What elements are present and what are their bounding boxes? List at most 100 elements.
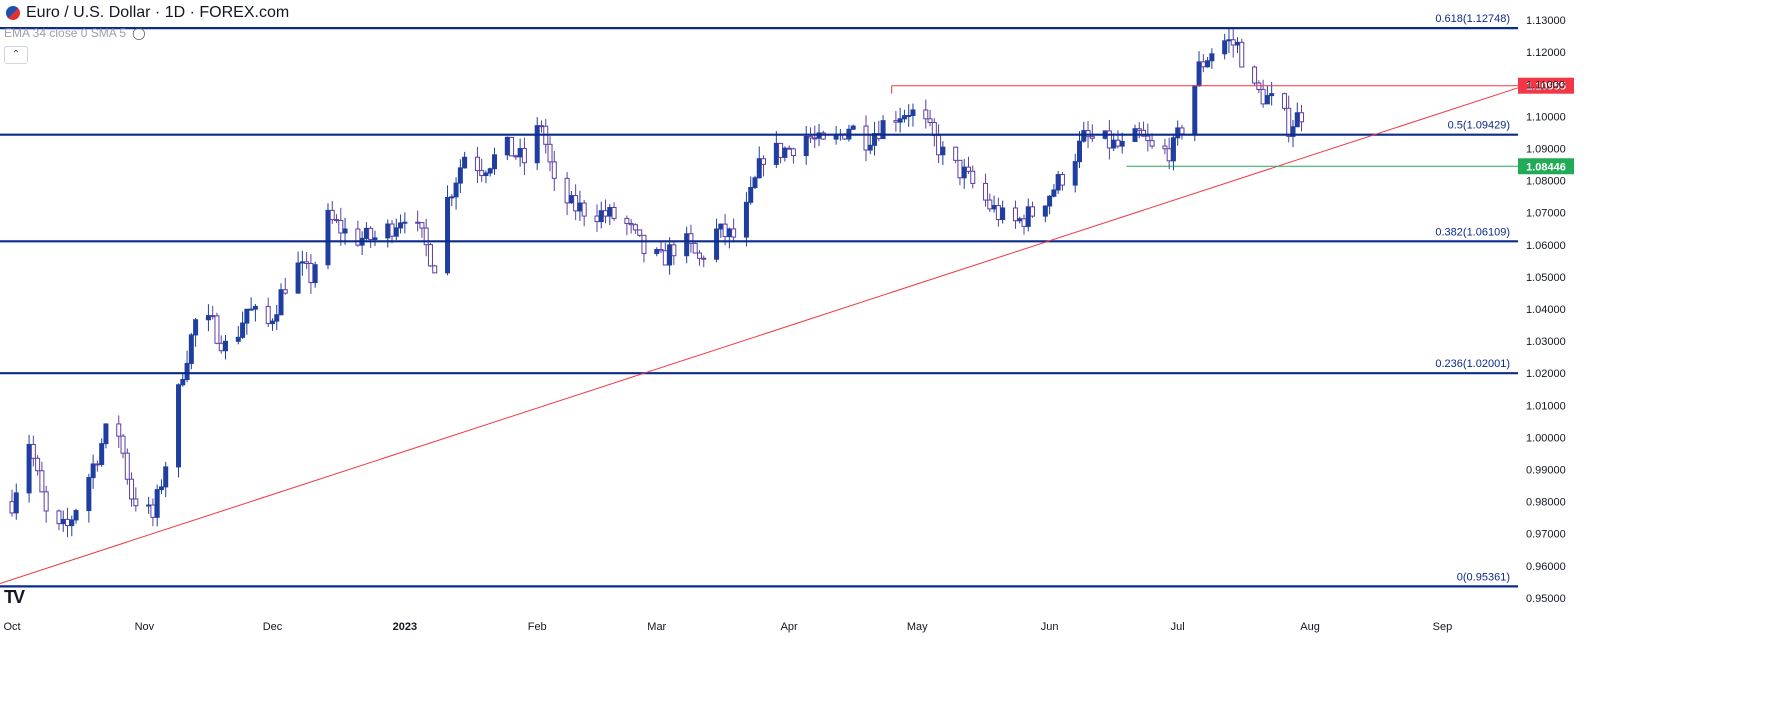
candle-body: [778, 142, 784, 158]
candle-body: [790, 148, 796, 157]
candle-body: [568, 195, 574, 204]
candle-body: [415, 221, 421, 224]
candle-body: [906, 114, 912, 117]
candle-body: [363, 227, 369, 239]
candle-body: [304, 261, 310, 264]
x-tick-label: Mar: [647, 621, 666, 633]
candle-body: [342, 228, 348, 234]
euro-flag-icon: [6, 6, 20, 20]
candle-body: [632, 224, 638, 231]
candle-body: [504, 136, 510, 156]
candle-body: [901, 115, 907, 120]
y-axis: 1.13000 1.12000 1.11000 1.10000 1.09000 1.080…: [1526, 15, 1566, 605]
candle-body: [116, 423, 122, 437]
candle-body: [252, 305, 258, 310]
candle-body: [1252, 66, 1258, 84]
candle-body: [551, 161, 557, 179]
x-tick-label: Jul: [1171, 621, 1185, 633]
candle-body: [299, 261, 305, 264]
candle-body: [803, 135, 809, 157]
candle-body: [398, 222, 404, 229]
candle-body: [205, 315, 211, 321]
candle-body: [1226, 39, 1232, 42]
candle-body: [223, 340, 228, 352]
candle-body: [927, 118, 933, 123]
x-tick-label: Oct: [3, 621, 20, 633]
indicator-legend[interactable]: EMA 34 close 0 SMA 5 ◯: [4, 26, 146, 40]
candle-body: [453, 182, 459, 198]
candle-body: [60, 518, 66, 525]
x-tick-label: Dec: [263, 621, 283, 633]
candle-body: [9, 501, 15, 514]
candle-body: [1017, 218, 1023, 222]
candle-body: [1072, 161, 1078, 186]
candle-body: [641, 234, 647, 255]
overlays: 0.618(1.12748) 0.5(1.09429) 0.382(1.06109)…: [0, 13, 1574, 588]
candle-body: [987, 199, 993, 210]
candle-body: [1136, 128, 1142, 131]
candle-body: [782, 147, 788, 158]
candle-body: [671, 244, 677, 257]
candle-body: [936, 134, 942, 156]
candle-body: [1175, 127, 1181, 139]
candle-body: [124, 452, 130, 480]
candle-body: [240, 322, 246, 338]
candle-body: [607, 206, 613, 217]
candle-body: [423, 227, 429, 246]
candle-body: [961, 166, 967, 179]
candle-body: [953, 146, 959, 161]
candle-body: [188, 334, 194, 364]
y-tick-label: 1.04000: [1526, 304, 1566, 316]
candle-body: [492, 154, 498, 170]
candle-body: [154, 489, 160, 518]
candle-body: [402, 221, 408, 224]
y-tick-label: 0.98000: [1526, 497, 1566, 509]
candle-body: [1281, 93, 1287, 109]
candle-body: [509, 136, 515, 157]
candle-body: [1115, 139, 1121, 147]
candle-body: [39, 470, 45, 493]
y-tick-label: 0.96000: [1526, 561, 1566, 573]
candle-body: [624, 217, 630, 225]
candle-body: [368, 227, 374, 241]
candle-body: [1294, 112, 1300, 128]
candle-body: [1286, 107, 1292, 137]
candle-body: [385, 223, 391, 239]
candle-body: [158, 486, 164, 491]
candle-body: [1269, 93, 1275, 97]
chevron-up-icon[interactable]: ⌃: [4, 46, 28, 64]
candle-body: [90, 463, 96, 479]
candle-body: [1042, 205, 1048, 217]
candle-body: [594, 215, 600, 223]
x-tick-label: May: [907, 621, 928, 633]
candle-body: [850, 125, 856, 130]
candle-body: [931, 121, 937, 136]
candle-body: [1030, 206, 1036, 217]
y-tick-label: 1.08000: [1526, 176, 1566, 188]
candle-body: [667, 244, 673, 266]
candle-body: [628, 223, 634, 226]
candle-body: [603, 210, 609, 217]
y-tick-label: 1.06000: [1526, 240, 1566, 252]
candle-body: [1230, 39, 1236, 46]
candle-body: [1192, 85, 1198, 135]
candle-body: [1119, 140, 1125, 147]
candle-body: [1047, 195, 1053, 207]
candle-body: [581, 202, 587, 217]
candle-body: [457, 167, 463, 184]
candle-body: [534, 125, 540, 164]
fib-level-label: 0.5(1.09429): [1448, 120, 1510, 132]
candle-body: [1209, 53, 1215, 62]
candle-body: [1021, 218, 1027, 227]
candle-body: [820, 132, 826, 140]
candle-body: [483, 172, 489, 177]
candle-body: [1299, 112, 1305, 123]
eye-hidden-icon[interactable]: ◯: [132, 26, 146, 40]
support-price-label: 1.08446: [1526, 161, 1566, 173]
x-tick-label: Aug: [1300, 621, 1320, 633]
chart-header: Euro / U.S. Dollar · 1D · FOREX.com: [0, 0, 289, 26]
candle-body: [103, 423, 109, 445]
candle-body: [872, 133, 878, 146]
y-tick-label: 0.95000: [1526, 593, 1566, 605]
